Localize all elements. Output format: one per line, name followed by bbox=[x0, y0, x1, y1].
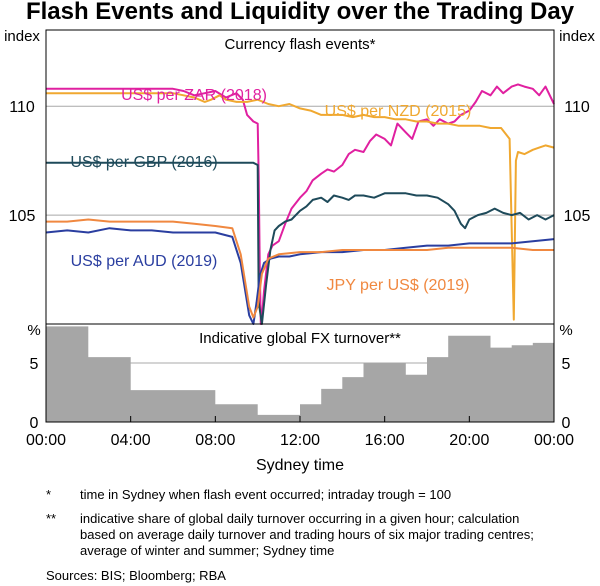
flash-events-panel: US$ per ZAR (2018) US$ per NZD (2015) US$ … bbox=[45, 36, 555, 325]
note-1-marker: * bbox=[46, 487, 52, 502]
label-zar: US$ per ZAR (2018) bbox=[121, 87, 267, 104]
ytick-right-105: 105 bbox=[564, 208, 591, 225]
y-unit-right-top: index bbox=[559, 28, 595, 45]
xtick-label-3: 12:00 bbox=[280, 432, 320, 449]
note-1-text: time in Sydney when flash event occurred… bbox=[80, 487, 452, 502]
panel-title-turnover: Indicative global FX turnover** bbox=[199, 330, 401, 347]
y-unit-right-bottom: % bbox=[559, 322, 572, 339]
xtick-label-5: 20:00 bbox=[449, 432, 489, 449]
sources-line: Sources: BIS; Bloomberg; RBA bbox=[46, 568, 226, 583]
top-panel-border bbox=[45, 29, 555, 325]
ytick-right-pct-0: 0 bbox=[562, 415, 571, 432]
xtick-label-0: 00:00 bbox=[26, 432, 66, 449]
ytick-left-pct-0: 0 bbox=[30, 415, 39, 432]
turnover-area bbox=[46, 326, 554, 422]
axis-labels: index index 105 105 110 110% % 0 0 5 5 00:00 04:00 08… bbox=[4, 28, 595, 474]
xtick-label-1: 04:00 bbox=[111, 432, 151, 449]
label-jpy: JPY per US$ (2019) bbox=[327, 277, 470, 294]
label-aud: US$ per AUD (2019) bbox=[71, 253, 218, 270]
turnover-panel: Indicative global FX turnover** bbox=[46, 326, 554, 422]
note-2-marker: ** bbox=[46, 511, 57, 526]
label-nzd: US$ per NZD (2015) bbox=[325, 103, 472, 120]
xtick-label-2: 08:00 bbox=[195, 432, 235, 449]
ytick-right-pct-5: 5 bbox=[562, 356, 571, 373]
label-gbp: US$ per GBP (2016) bbox=[70, 154, 217, 171]
chart-title: Flash Events and Liquidity over the Trad… bbox=[25, 0, 575, 25]
ytick-left-105: 105 bbox=[9, 208, 36, 225]
ytick-left-110: 110 bbox=[9, 99, 35, 116]
xtick-label-4: 16:00 bbox=[365, 432, 405, 449]
ytick-left-pct-5: 5 bbox=[30, 356, 39, 373]
series-line-aud bbox=[45, 227, 555, 325]
y-unit-left-top: index bbox=[4, 28, 40, 45]
series-line-jpy bbox=[46, 218, 554, 319]
x-axis-title: Sydney time bbox=[256, 457, 344, 474]
y-unit-left-bottom: % bbox=[27, 322, 40, 339]
ytick-right-110: 110 bbox=[564, 99, 590, 116]
series-line-nzd bbox=[46, 92, 555, 321]
panel-title-flash: Currency flash events* bbox=[225, 36, 376, 53]
series-line-zar bbox=[46, 83, 555, 325]
note-2-text: indicative share of global daily turnove… bbox=[80, 511, 534, 558]
xtick-label-6: 00:00 bbox=[534, 432, 574, 449]
series-line-gbp bbox=[46, 161, 555, 325]
